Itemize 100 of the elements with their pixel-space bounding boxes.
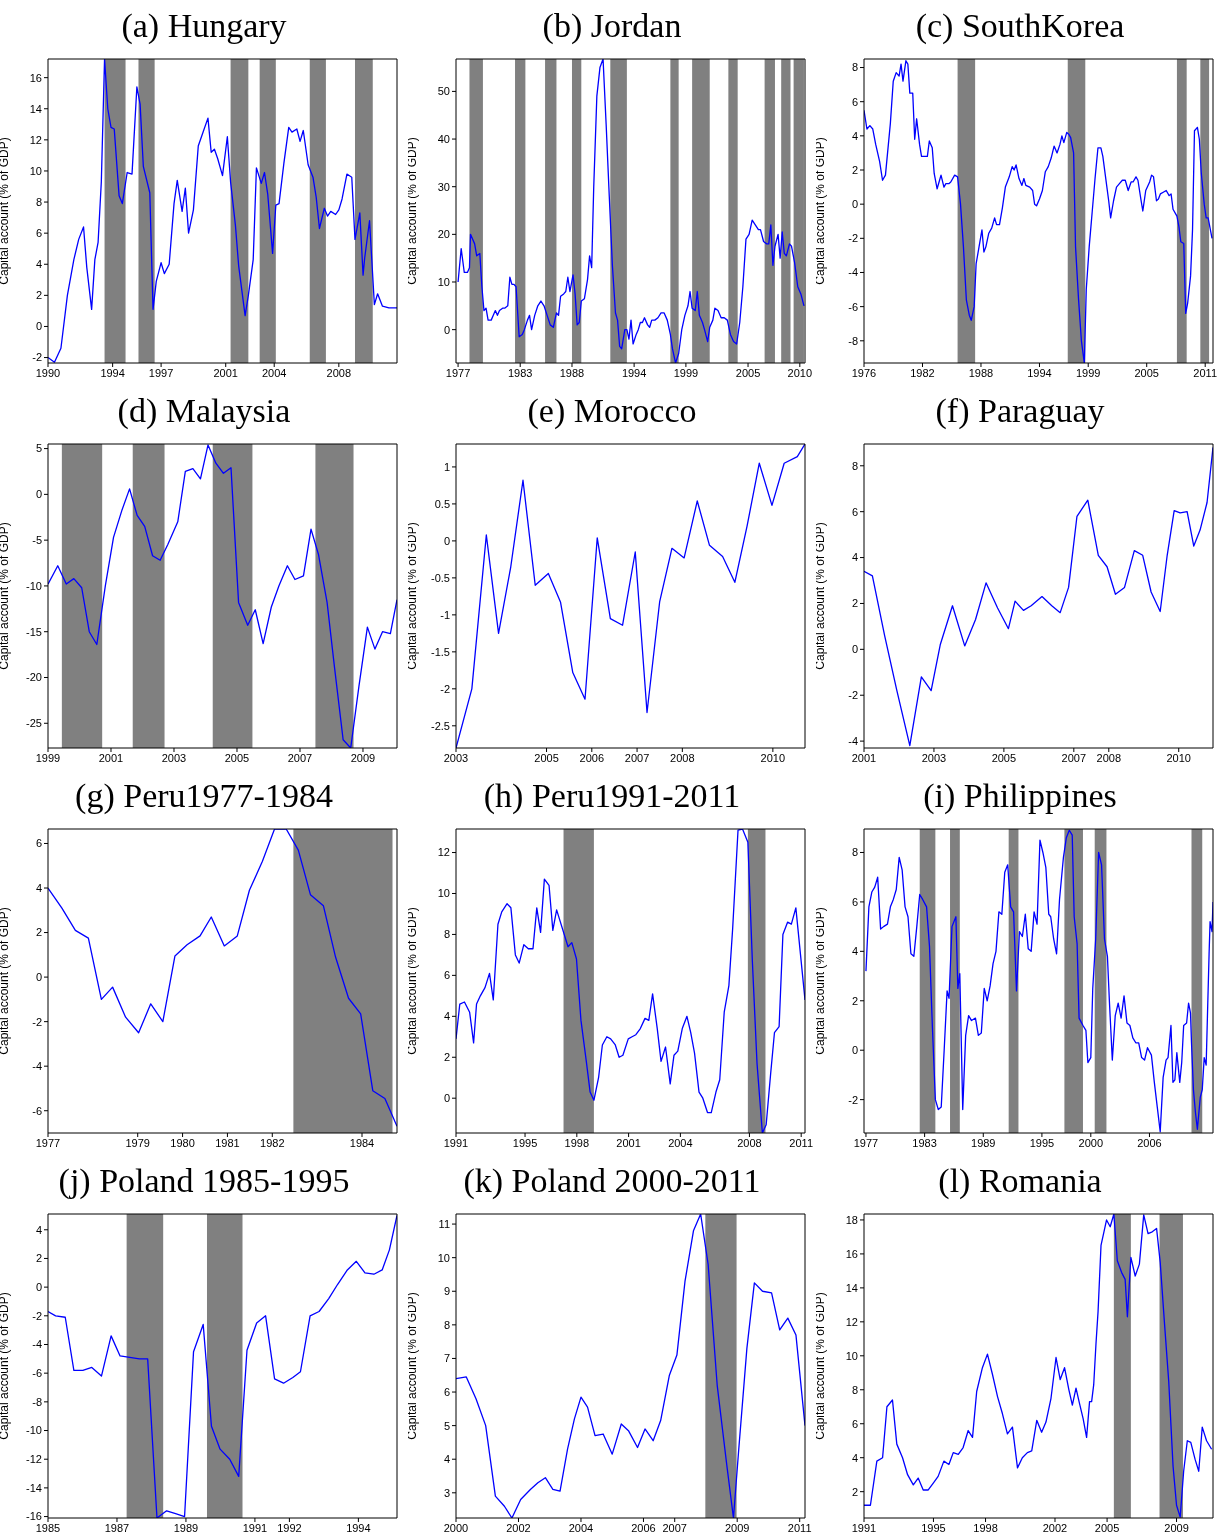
y-tick-label: 30	[437, 180, 450, 193]
y-tick-label: 4	[851, 129, 858, 142]
y-tick-label: 4	[851, 945, 858, 958]
x-tick-label: 2005	[1094, 1521, 1120, 1534]
x-tick-label: 2009	[1164, 1521, 1189, 1534]
y-tick-label: 4	[35, 1223, 42, 1236]
y-tick-label: 0	[35, 488, 42, 501]
y-tick-label: -12	[26, 1453, 42, 1466]
x-tick-label: 1994	[346, 1521, 371, 1534]
y-tick-label: -2	[32, 1309, 42, 1322]
x-tick-label: 2001	[616, 1136, 641, 1149]
x-tick-label: 1987	[104, 1521, 130, 1534]
y-tick-label: 12	[437, 846, 450, 859]
x-tick-label: 2005	[224, 751, 250, 764]
x-tick-label: 1991	[242, 1521, 268, 1534]
y-tick-label: 6	[443, 1385, 450, 1398]
x-tick-label: 1980	[170, 1136, 195, 1149]
y-tick-label: -1.5	[431, 645, 450, 658]
y-tick-label: -14	[26, 1481, 42, 1494]
x-tick-label: 2004	[568, 1521, 594, 1534]
y-tick-label: 8	[35, 195, 42, 208]
y-tick-label: 20	[437, 228, 450, 241]
y-tick-label: 8	[443, 928, 450, 941]
x-tick-label: 1991	[851, 1521, 877, 1534]
x-tick-label: 1989	[173, 1521, 199, 1534]
x-tick-label: 1998	[973, 1521, 998, 1534]
y-tick-label: 10	[29, 164, 42, 177]
x-tick-label: 1995	[512, 1136, 538, 1149]
y-tick-label: 10	[437, 275, 450, 288]
y-tick-label: 0	[443, 534, 450, 547]
y-tick-label: -5	[32, 534, 42, 547]
y-axis-title: Capital account (% of GDP)	[405, 1292, 420, 1440]
y-axis-title: Capital account (% of GDP)	[813, 137, 828, 285]
y-tick-label: 8	[443, 1318, 450, 1331]
y-tick-label: 2	[35, 289, 42, 302]
x-tick-label: 2011	[1193, 366, 1218, 379]
x-tick-label: 1979	[125, 1136, 150, 1149]
x-tick-label: 2008	[737, 1136, 762, 1149]
y-tick-label: 16	[29, 71, 42, 84]
x-tick-label: 1983	[912, 1136, 937, 1149]
y-tick-label: -15	[26, 625, 42, 638]
y-tick-label: 4	[443, 1453, 450, 1466]
y-tick-label: 5	[35, 442, 42, 455]
x-tick-label: 2007	[624, 751, 650, 764]
x-tick-label: 1992	[277, 1521, 302, 1534]
x-tick-label: 1999	[35, 751, 61, 764]
y-tick-label: 0	[851, 198, 858, 211]
x-tick-label: 2002	[506, 1521, 531, 1534]
y-tick-label: -4	[32, 1338, 42, 1351]
y-tick-label: 0	[443, 1092, 450, 1105]
y-tick-label: 0	[35, 320, 42, 333]
x-tick-label: 1994	[1027, 366, 1052, 379]
x-tick-label: 1982	[260, 1136, 285, 1149]
x-tick-label: 1994	[621, 366, 647, 379]
y-tick-label: -0.5	[431, 571, 450, 584]
y-tick-label: -20	[26, 671, 42, 684]
y-tick-label: 9	[443, 1285, 450, 1298]
y-tick-label: 40	[437, 132, 450, 145]
y-tick-label: -2	[32, 351, 42, 364]
x-tick-label: 1977	[853, 1136, 879, 1149]
x-tick-label: 2009	[724, 1521, 750, 1534]
x-tick-label: 2005	[534, 751, 559, 764]
y-axis-title: Capital account (% of GDP)	[813, 907, 828, 1055]
x-tick-label: 2006	[631, 1521, 656, 1534]
y-tick-label: 10	[437, 1251, 450, 1264]
chart-title: (g) Peru1977-1984	[74, 776, 334, 816]
chart-title: (l) Romania	[937, 1161, 1103, 1201]
x-tick-label: 1977	[35, 1136, 61, 1149]
y-tick-label: 6	[851, 95, 858, 108]
y-tick-label: 4	[443, 1010, 450, 1023]
y-tick-label: 50	[437, 85, 450, 98]
x-tick-label: 2007	[1061, 751, 1087, 764]
y-tick-label: 8	[851, 459, 858, 472]
x-tick-label: 1994	[100, 366, 125, 379]
x-tick-label: 2007	[287, 751, 313, 764]
y-tick-label: 4	[851, 1451, 858, 1464]
y-axis-title: Capital account (% of GDP)	[0, 137, 12, 285]
y-tick-label: -2	[848, 689, 858, 702]
y-tick-label: -6	[32, 1104, 42, 1117]
y-axis-title: Capital account (% of GDP)	[405, 907, 420, 1055]
y-tick-label: 4	[35, 258, 42, 271]
x-tick-label: 2010	[760, 751, 786, 764]
y-tick-label: 0	[35, 1281, 42, 1294]
x-tick-label: 2003	[161, 751, 187, 764]
x-tick-label: 2007	[662, 1521, 687, 1534]
x-tick-label: 2001	[213, 366, 238, 379]
x-tick-label: 2008	[326, 366, 352, 379]
y-tick-label: -16	[26, 1510, 42, 1523]
y-tick-label: 0	[443, 323, 450, 336]
y-tick-label: 3	[443, 1486, 450, 1499]
x-tick-label: 2001	[98, 751, 124, 764]
y-tick-label: 6	[35, 227, 42, 240]
x-tick-label: 1988	[968, 366, 994, 379]
y-tick-label: -2.5	[431, 719, 450, 732]
y-tick-label: 12	[29, 133, 42, 146]
y-tick-label: -4	[848, 266, 858, 279]
x-tick-label: 2000	[443, 1521, 469, 1534]
x-tick-label: 1999	[673, 366, 699, 379]
y-tick-label: 8	[851, 1383, 858, 1396]
x-tick-label: 1985	[35, 1521, 61, 1534]
